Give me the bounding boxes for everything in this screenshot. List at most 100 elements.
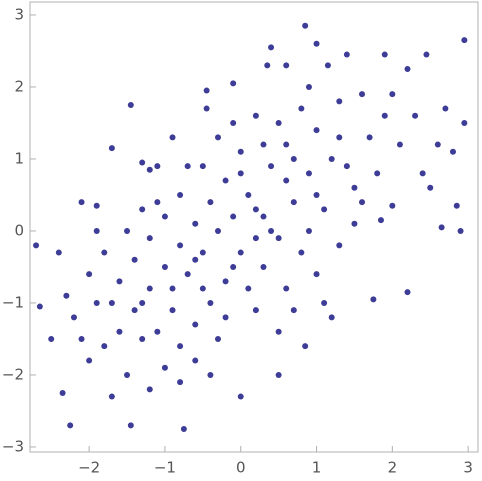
point [351, 220, 358, 227]
point [199, 285, 206, 292]
point [351, 184, 358, 191]
point [139, 335, 146, 342]
point [381, 51, 388, 58]
point [374, 170, 381, 177]
point [192, 256, 199, 263]
point [370, 296, 377, 303]
point [260, 213, 267, 220]
point [127, 422, 134, 429]
point [449, 148, 456, 155]
point [377, 217, 384, 224]
point [116, 328, 123, 335]
x-tick-label: −2 [78, 459, 100, 477]
point [245, 191, 252, 198]
point [343, 51, 350, 58]
point [177, 379, 184, 386]
point [161, 213, 168, 220]
point [389, 202, 396, 209]
point [169, 307, 176, 314]
point [59, 389, 66, 396]
point [305, 170, 312, 177]
point [404, 289, 411, 296]
point [169, 134, 176, 141]
point [78, 199, 85, 206]
point [86, 357, 93, 364]
point [116, 278, 123, 285]
point [237, 393, 244, 400]
point [336, 98, 343, 105]
point [207, 199, 214, 206]
point [139, 159, 146, 166]
point [192, 321, 199, 328]
point [252, 206, 259, 213]
point [101, 249, 108, 256]
point [237, 170, 244, 177]
point [36, 303, 43, 310]
point [461, 37, 468, 44]
point [214, 335, 221, 342]
point [70, 314, 77, 321]
point [78, 335, 85, 342]
point [275, 235, 282, 242]
point [404, 65, 411, 72]
y-tick-label: −2 [2, 365, 24, 383]
point [252, 235, 259, 242]
point [252, 307, 259, 314]
x-tick-label: 0 [236, 459, 246, 477]
point [108, 145, 115, 152]
point [207, 371, 214, 378]
point [237, 148, 244, 155]
point [48, 335, 55, 342]
point [434, 141, 441, 148]
point [396, 141, 403, 148]
point [222, 278, 229, 285]
point [268, 163, 275, 170]
point [283, 285, 290, 292]
point [146, 386, 153, 393]
point [55, 249, 62, 256]
point [298, 105, 305, 112]
point [169, 285, 176, 292]
y-tick-label: 3 [14, 5, 24, 23]
point [108, 393, 115, 400]
point [184, 163, 191, 170]
point [283, 141, 290, 148]
y-tick-label: −3 [2, 437, 24, 455]
y-tick-label: 2 [14, 77, 24, 95]
point [245, 285, 252, 292]
point [33, 242, 40, 249]
plot-frame [29, 1, 479, 453]
x-tick-label: 1 [312, 459, 322, 477]
point [321, 206, 328, 213]
point [222, 177, 229, 184]
point [203, 105, 210, 112]
point [139, 206, 146, 213]
point [457, 227, 464, 234]
point [161, 263, 168, 270]
point [283, 62, 290, 69]
point [313, 127, 320, 134]
point [366, 134, 373, 141]
point [290, 307, 297, 314]
point [237, 249, 244, 256]
point [313, 191, 320, 198]
point [305, 83, 312, 90]
point [146, 166, 153, 173]
point [313, 271, 320, 278]
point [324, 62, 331, 69]
point [427, 184, 434, 191]
point [461, 119, 468, 126]
point [67, 422, 74, 429]
point [275, 328, 282, 335]
point [302, 22, 309, 29]
point [389, 91, 396, 98]
point [131, 256, 138, 263]
point [177, 343, 184, 350]
point [230, 263, 237, 270]
point [423, 51, 430, 58]
point [86, 271, 93, 278]
point [192, 357, 199, 364]
x-tick-label: 2 [388, 459, 398, 477]
